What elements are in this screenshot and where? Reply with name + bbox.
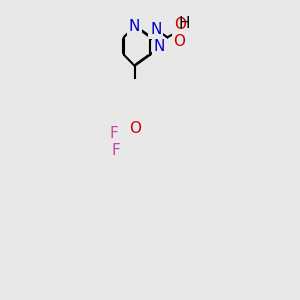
Text: N: N — [150, 22, 161, 37]
Text: N: N — [129, 19, 140, 34]
Text: H: H — [178, 16, 190, 32]
Text: O: O — [174, 34, 186, 49]
Text: O: O — [129, 121, 141, 136]
Text: O: O — [174, 17, 186, 32]
Text: F: F — [110, 126, 118, 141]
Text: F: F — [112, 143, 120, 158]
Text: N: N — [154, 39, 165, 54]
